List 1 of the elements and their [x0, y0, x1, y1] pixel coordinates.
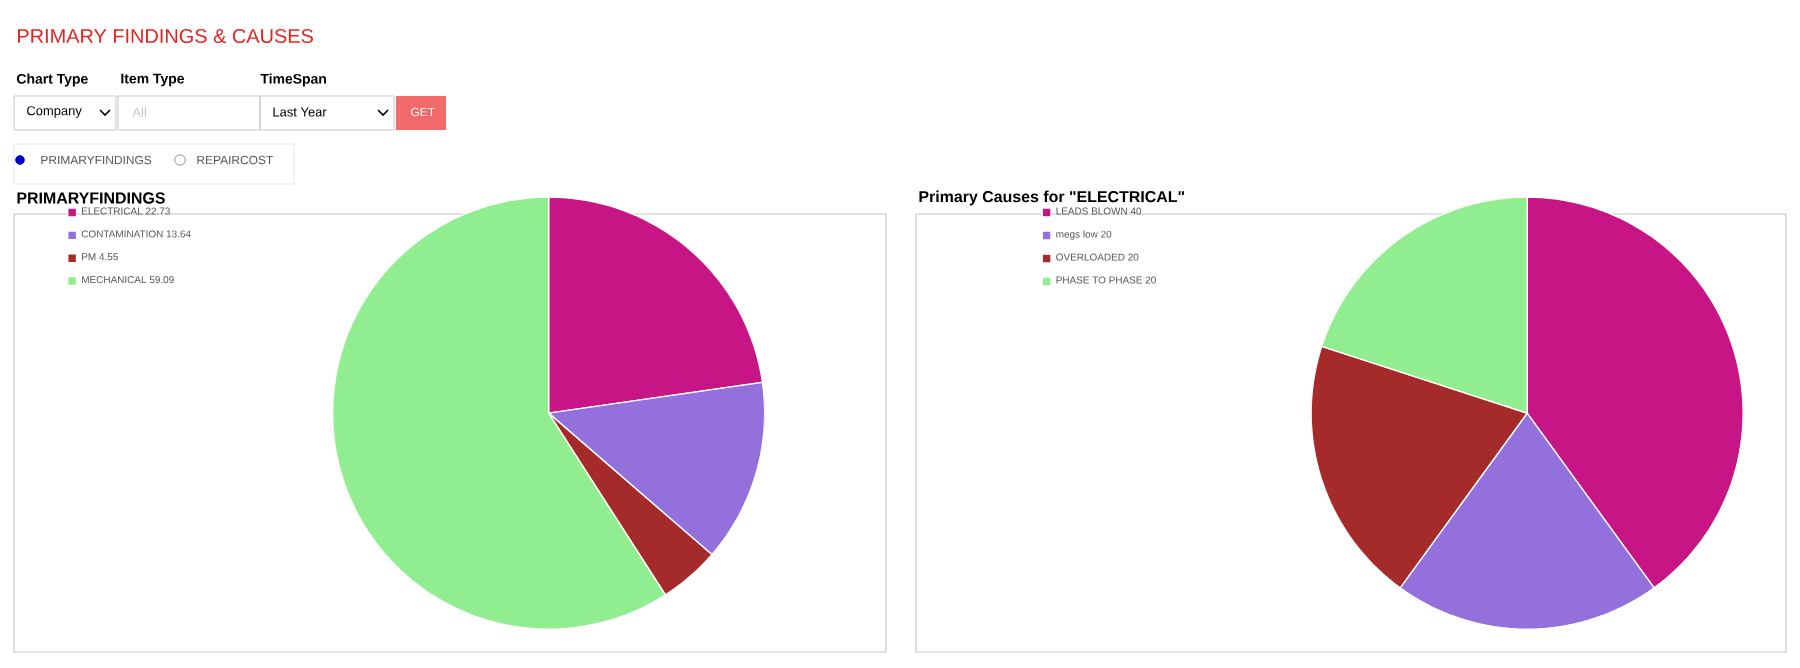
text: PRIMARY FINDINGS & CAUSES [18, 28, 313, 44]
